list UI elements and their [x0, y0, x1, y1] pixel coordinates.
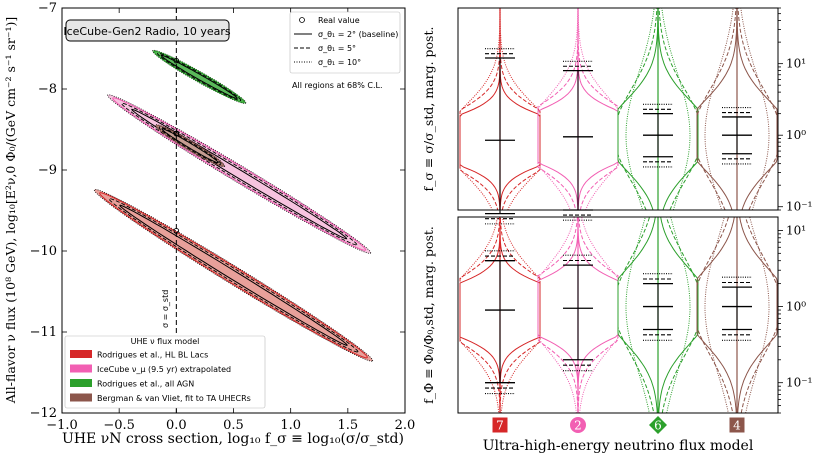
- legend-real-value-marker: [299, 17, 305, 23]
- category-label: 2: [574, 419, 582, 433]
- legend-dotted: σ_θ₁ = 10°: [318, 58, 361, 67]
- model-legend: UHE ν flux model Rodrigues et al., HL BL…: [64, 335, 266, 409]
- category-marker: [649, 416, 667, 434]
- legend-model-label: Rodrigues et al., all AGN: [97, 380, 194, 389]
- ellipse-hl-bl-lacs-fill: [99, 192, 368, 359]
- legend-swatch: [70, 393, 92, 402]
- ellipse-bergman-solid: [161, 128, 219, 164]
- category-label: 4: [733, 419, 741, 433]
- y-tick-label: 10⁰: [786, 300, 806, 314]
- legend-swatch: [70, 350, 92, 358]
- right-top-axes-frame: [457, 7, 779, 211]
- x-tick-label: 1.0: [280, 418, 301, 433]
- ellipse-icecube-dashed: [121, 102, 358, 246]
- y-tick-label: −7: [38, 1, 57, 16]
- violin-dashed: [696, 216, 778, 414]
- chart-title: IceCube-Gen2 Radio, 10 years: [63, 25, 231, 38]
- sigma-std-label: σ = σ_std: [161, 290, 170, 328]
- right-top-panel: 10⁻¹ 10⁰ 10¹ f_σ ≡ σ/σ_std, marg. post.: [421, 7, 812, 225]
- y-tick-label: 10¹: [786, 223, 806, 237]
- right-top-plot-area: [459, 7, 778, 225]
- y-tick-label: −8: [38, 82, 57, 97]
- legend-solid: σ_θ₁ = 2° (baseline): [318, 30, 398, 39]
- violin-dotted: [704, 216, 770, 414]
- title-box: [65, 19, 230, 42]
- x-tick-label: −1.0: [46, 418, 78, 433]
- x-tick-label: −0.5: [103, 418, 135, 433]
- cl-note: All regions at 68% C.L.: [292, 81, 383, 90]
- legend-swatch: [70, 364, 92, 373]
- left-x-axis-label: UHE νN cross section, log₁₀ f_σ ≡ log₁₀(…: [62, 431, 404, 447]
- legend-model-label: Bergman & van Vliet, fit to TA UHECRs: [97, 394, 251, 403]
- right-top-y-axis-label: f_σ ≡ σ/σ_std, marg. post.: [421, 27, 436, 192]
- ellipse-icecube-solid: [131, 108, 348, 240]
- right-bottom-axes-frame: [457, 216, 779, 414]
- violin-dotted: [625, 216, 691, 414]
- y-tick-label: 10¹: [786, 57, 806, 71]
- left-panel: −1.0 −0.5 0.0 0.5 1.0 1.5 2.0 −12 −11 −10 −9 −8 −7 I…: [3, 1, 415, 447]
- violin-solid: [537, 217, 619, 413]
- violin-dashed: [537, 216, 619, 414]
- legend-model-label: Rodrigues et al., HL BL Lacs: [97, 351, 208, 360]
- style-legend: Real value σ_θ₁ = 2° (baseline) σ_θ₁ = 5…: [289, 11, 401, 74]
- y-tick-label: 10⁻¹: [786, 200, 812, 214]
- real-value-marker: [173, 57, 180, 64]
- left-ticks: −1.0 −0.5 0.0 0.5 1.0 1.5 2.0 −12 −11 −10 −9 −8 −7: [30, 1, 416, 433]
- ellipse-bergman-dashed: [158, 126, 222, 165]
- x-tick-label: 0.0: [166, 418, 187, 433]
- y-tick-label: −12: [30, 406, 57, 421]
- left-plot-area: [93, 8, 374, 413]
- x-tick-label: 2.0: [395, 418, 416, 433]
- x-tick-label: 1.5: [337, 418, 358, 433]
- x-tick-label: 0.5: [223, 418, 244, 433]
- ellipse-hl-bl-lacs-dashed: [108, 198, 359, 353]
- ellipse-bergman-fill: [156, 125, 224, 167]
- right-top-ticks: 10⁻¹ 10⁰ 10¹: [778, 7, 812, 214]
- category-label: 6: [654, 419, 662, 433]
- left-y-axis-label: All-flavor ν flux (10⁸ GeV), log₁₀[E²ν,0…: [3, 17, 18, 405]
- legend-model-label: IceCube ν_μ (9.5 yr) extrapolated: [97, 365, 231, 374]
- ellipse-all-agn-dashed: [157, 52, 242, 101]
- violin-dotted: [459, 7, 541, 211]
- category-marker: [729, 417, 745, 433]
- right-bottom-plot-area: [459, 216, 778, 414]
- violin-dotted: [625, 7, 691, 211]
- y-tick-label: 10⁰: [786, 128, 806, 142]
- real-value-marker: [173, 130, 180, 137]
- category-label: 7: [496, 419, 504, 433]
- model-legend-title: UHE ν flux model: [131, 337, 200, 346]
- right-bottom-ticks: 10⁻¹ 10⁰ 10¹: [778, 223, 812, 414]
- violin-dotted: [537, 216, 619, 414]
- ellipse-hl-bl-lacs-solid: [119, 204, 348, 346]
- violin-dotted: [459, 216, 541, 414]
- y-tick-label: −11: [30, 325, 57, 340]
- right-x-axis-label: Ultra-high-energy neutrino flux model: [483, 438, 754, 454]
- y-tick-label: −10: [30, 244, 57, 259]
- violin-dashed: [617, 216, 699, 414]
- violin-dotted: [704, 7, 770, 211]
- category-marker: [570, 417, 586, 433]
- category-marker: [492, 417, 508, 433]
- legend-dashed: σ_θ₁ = 5°: [318, 44, 356, 53]
- real-value-marker: [173, 227, 180, 234]
- ellipse-all-agn-solid: [160, 54, 238, 99]
- legend-swatch: [70, 379, 92, 387]
- ellipse-all-agn-fill: [153, 50, 245, 103]
- y-tick-label: 10⁻¹: [786, 376, 812, 390]
- y-tick-label: −9: [38, 163, 57, 178]
- violin-solid: [459, 217, 541, 413]
- right-bottom-y-axis-label: f_Φ ≡ Φ₀/Φ₀,std, marg. post.: [421, 226, 436, 404]
- category-markers: 7 2 6 4: [492, 416, 745, 434]
- legend-real-value: Real value: [318, 16, 360, 25]
